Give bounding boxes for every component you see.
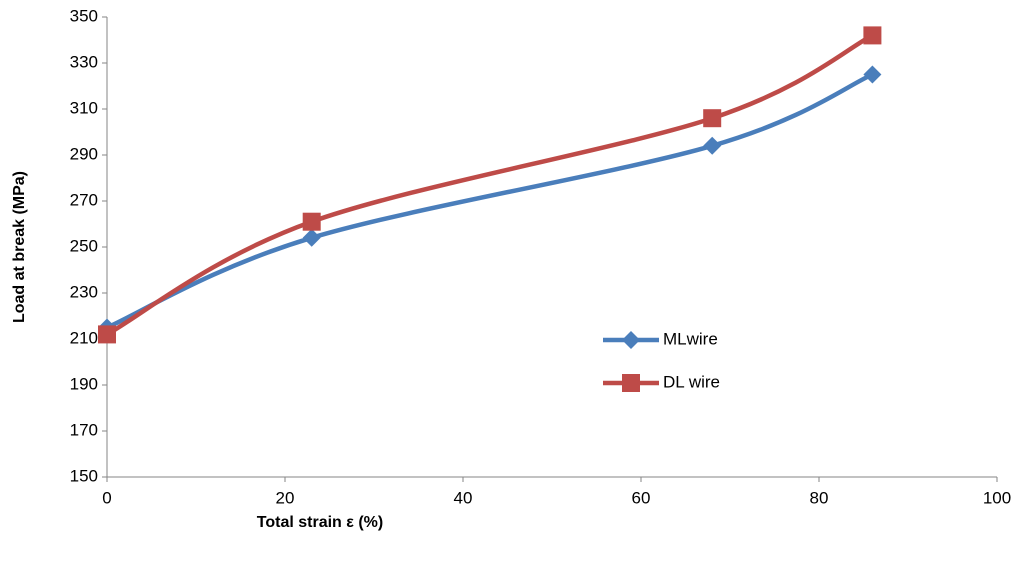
y-tick-label: 230 bbox=[70, 282, 98, 301]
y-tick-label: 350 bbox=[70, 6, 98, 25]
series-line bbox=[105, 33, 874, 337]
y-tick-label: 210 bbox=[70, 328, 98, 347]
y-tick-label: 170 bbox=[70, 420, 98, 439]
x-axis-title: Total strain ε (%) bbox=[257, 514, 383, 531]
legend-label: DL wire bbox=[663, 372, 720, 391]
data-point bbox=[863, 26, 882, 45]
y-tick-label: 250 bbox=[70, 236, 98, 255]
x-tick-label: 60 bbox=[632, 488, 651, 507]
data-point bbox=[863, 65, 882, 84]
legend-marker bbox=[622, 331, 640, 349]
data-point bbox=[703, 136, 722, 155]
y-tick-label: 150 bbox=[70, 466, 98, 485]
data-point bbox=[302, 212, 321, 231]
x-tick-label: 20 bbox=[276, 488, 295, 507]
legend-label: MLwire bbox=[663, 329, 718, 348]
data-point bbox=[98, 325, 116, 344]
y-tick-label: 270 bbox=[70, 190, 98, 209]
y-tick-label: 190 bbox=[70, 374, 98, 393]
x-tick-label: 80 bbox=[810, 488, 829, 507]
y-axis-title: Load at break (MPa) bbox=[11, 171, 28, 323]
y-tick-label: 330 bbox=[70, 52, 98, 71]
data-point bbox=[703, 109, 722, 128]
series-line bbox=[106, 72, 874, 330]
legend-marker bbox=[622, 374, 640, 392]
data-point bbox=[302, 228, 321, 247]
x-tick-label: 0 bbox=[102, 488, 111, 507]
x-tick-label: 100 bbox=[983, 488, 1011, 507]
y-tick-label: 310 bbox=[70, 98, 98, 117]
y-tick-label: 290 bbox=[70, 144, 98, 163]
x-tick-label: 40 bbox=[454, 488, 473, 507]
